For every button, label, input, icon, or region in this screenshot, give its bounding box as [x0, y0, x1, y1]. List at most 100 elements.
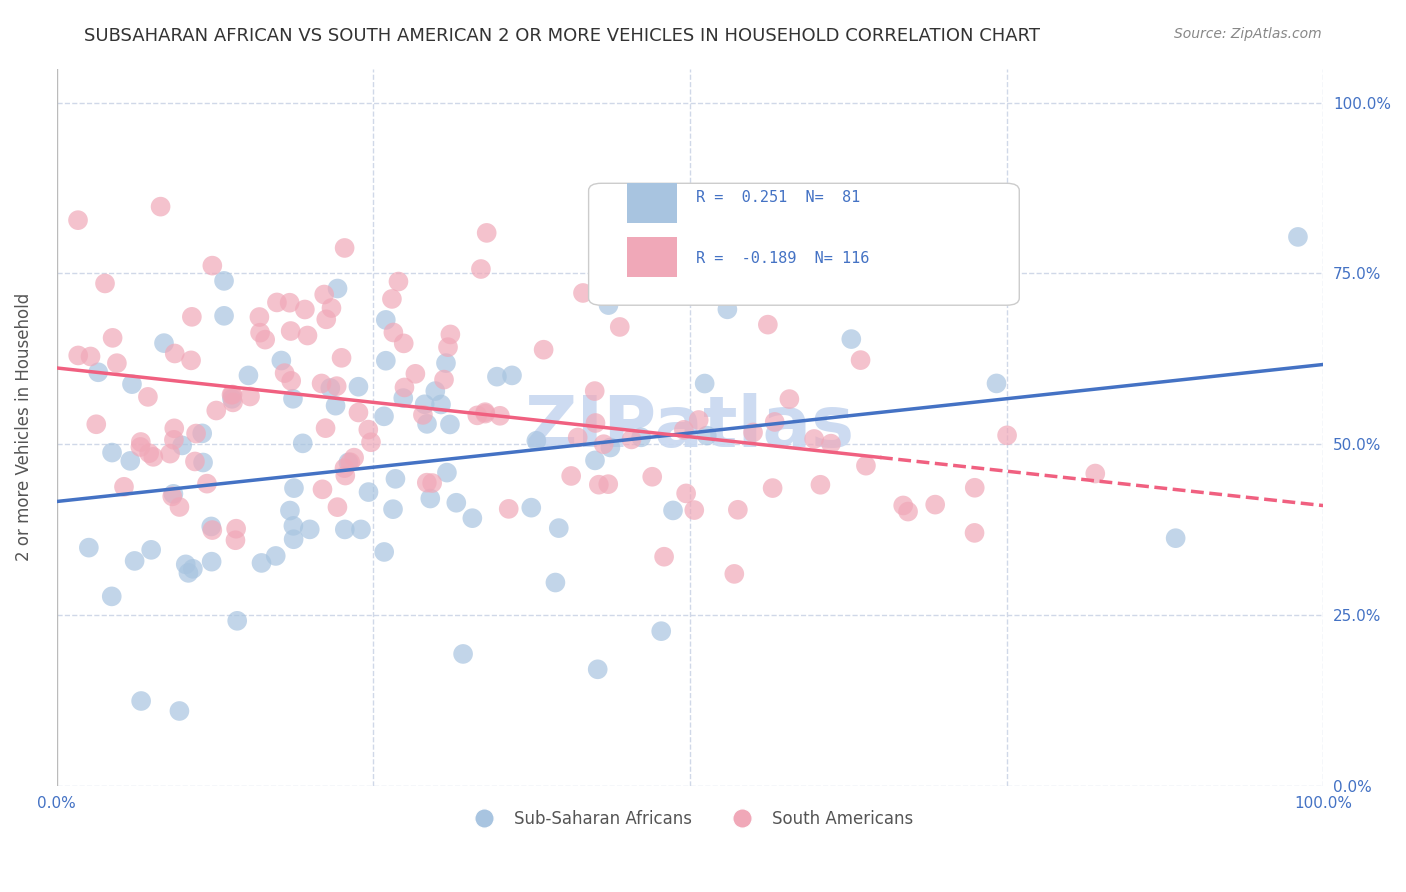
Point [101, 331, 124, 345]
Point [280, 374, 302, 388]
Point [583, 453, 606, 467]
Point [416, 417, 439, 431]
Point [437, 340, 460, 354]
Point [120, 454, 142, 468]
Point [221, 388, 243, 402]
FancyBboxPatch shape [589, 183, 1019, 305]
Point [270, 353, 292, 368]
Point [572, 285, 595, 300]
Point [470, 262, 492, 277]
Point [149, 200, 172, 214]
Point [381, 292, 404, 306]
Point [620, 433, 643, 447]
Point [333, 461, 356, 475]
Point [177, 566, 200, 580]
Point [278, 503, 301, 517]
Point [212, 309, 235, 323]
Point [153, 336, 176, 351]
Point [756, 318, 779, 332]
Point [159, 447, 181, 461]
Point [105, 356, 128, 370]
Point [250, 556, 273, 570]
Point [1084, 467, 1107, 481]
Point [278, 295, 301, 310]
Point [163, 346, 186, 360]
Point [995, 428, 1018, 442]
Point [592, 437, 614, 451]
FancyBboxPatch shape [627, 237, 678, 277]
Text: SUBSAHARAN AFRICAN VS SOUTH AMERICAN 2 OR MORE VEHICLES IN HOUSEHOLD CORRELATION: SUBSAHARAN AFRICAN VS SOUTH AMERICAN 2 O… [84, 27, 1040, 45]
Point [280, 324, 302, 338]
Point [201, 555, 224, 569]
Point [100, 590, 122, 604]
Point [298, 522, 321, 536]
Point [392, 391, 415, 405]
Point [693, 376, 716, 391]
FancyBboxPatch shape [627, 183, 678, 223]
Point [425, 384, 447, 398]
Point [94, 277, 117, 291]
Point [1164, 531, 1187, 545]
Point [195, 476, 218, 491]
Point [891, 499, 914, 513]
Point [567, 430, 589, 444]
Point [172, 438, 194, 452]
Point [181, 562, 204, 576]
Point [283, 533, 305, 547]
Point [413, 397, 436, 411]
Point [325, 399, 347, 413]
Point [138, 446, 160, 460]
Point [650, 624, 672, 639]
Point [382, 326, 405, 340]
Point [446, 496, 468, 510]
Point [420, 476, 443, 491]
Point [112, 480, 135, 494]
Point [419, 491, 441, 506]
Point [333, 523, 356, 537]
Point [66, 213, 89, 227]
Point [200, 519, 222, 533]
Point [675, 486, 697, 500]
Point [184, 454, 207, 468]
Point [221, 392, 243, 406]
Point [343, 450, 366, 465]
Text: R =  0.251  N=  81: R = 0.251 N= 81 [696, 190, 860, 205]
Point [226, 614, 249, 628]
Point [547, 521, 569, 535]
Point [742, 425, 765, 440]
Text: ZIPatlas: ZIPatlas [524, 392, 855, 462]
Point [662, 503, 685, 517]
Point [498, 501, 520, 516]
Point [501, 368, 523, 383]
Point [696, 428, 718, 442]
Point [544, 575, 567, 590]
Point [384, 472, 406, 486]
Point [319, 381, 342, 395]
Point [439, 327, 461, 342]
Point [475, 226, 498, 240]
Point [474, 407, 496, 421]
Point [239, 389, 262, 403]
Point [820, 436, 842, 450]
Point [723, 566, 745, 581]
Point [683, 503, 706, 517]
Point [315, 421, 337, 435]
Point [169, 704, 191, 718]
Point [382, 502, 405, 516]
Point [191, 455, 214, 469]
Point [434, 356, 457, 370]
Y-axis label: 2 or more Vehicles in Household: 2 or more Vehicles in Household [15, 293, 32, 561]
Point [849, 353, 872, 368]
Point [489, 409, 512, 423]
Point [387, 275, 409, 289]
Point [129, 435, 152, 450]
Point [205, 403, 228, 417]
Point [461, 511, 484, 525]
Point [87, 365, 110, 379]
Point [180, 353, 202, 368]
Point [283, 481, 305, 495]
Point [716, 302, 738, 317]
Point [1286, 230, 1309, 244]
Point [803, 432, 825, 446]
Point [394, 380, 416, 394]
